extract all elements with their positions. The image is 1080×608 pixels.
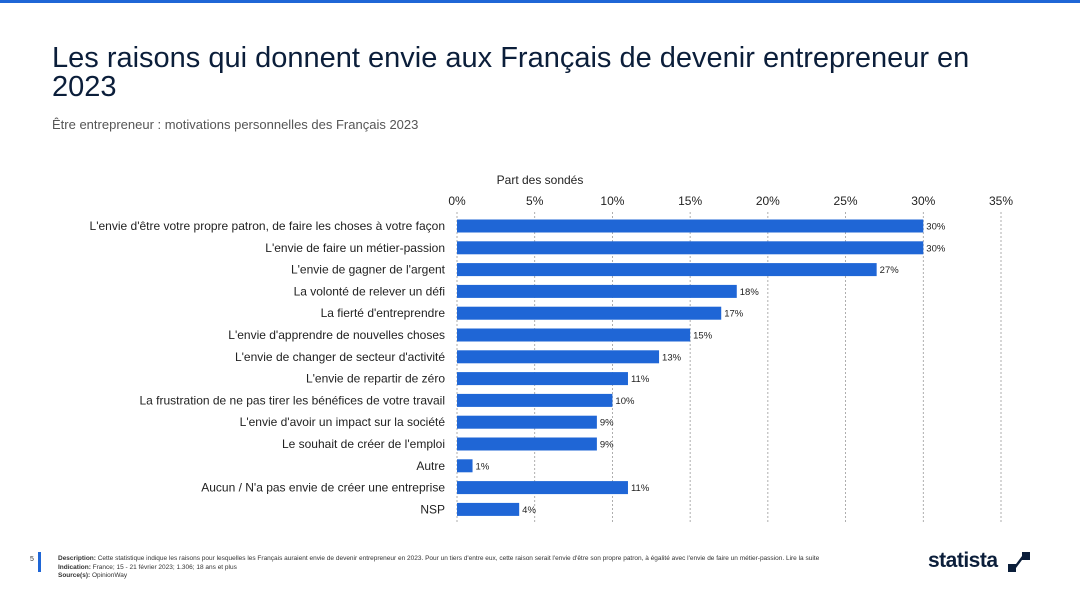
x-tick-label: 25% (834, 194, 858, 208)
statista-logo-icon (1008, 552, 1030, 572)
footer-notes: Description: Cette statistique indique l… (58, 555, 898, 581)
category-label: La fierté d'entreprendre (321, 306, 446, 320)
category-label: La frustration de ne pas tirer les bénéf… (140, 393, 446, 407)
source-label: Source(s): (58, 572, 91, 579)
bar (457, 241, 924, 255)
bar (457, 437, 597, 451)
value-label: 18% (740, 287, 760, 298)
bar (457, 415, 597, 429)
value-label: 15% (693, 331, 713, 342)
category-label: Le souhait de créer de l'emploi (282, 437, 445, 451)
description-text: Cette statistique indique les raisons po… (97, 555, 820, 562)
bar (457, 393, 613, 407)
x-tick-label: 0% (448, 194, 466, 208)
x-tick-label: 10% (600, 194, 624, 208)
value-label: 9% (600, 440, 614, 451)
category-label: L'envie de faire un métier-passion (265, 241, 445, 255)
x-tick-label: 5% (526, 194, 544, 208)
bar (457, 328, 691, 342)
category-label: Aucun / N'a pas envie de créer une entre… (201, 481, 445, 495)
category-label: L'envie d'apprendre de nouvelles choses (228, 328, 445, 342)
x-tick-label: 15% (678, 194, 702, 208)
value-label: 4% (522, 505, 536, 516)
x-tick-label: 20% (756, 194, 780, 208)
page-title: Les raisons qui donnent envie aux França… (52, 42, 970, 103)
bar (457, 459, 473, 473)
category-label: L'envie d'être votre propre patron, de f… (90, 219, 445, 233)
bar (457, 372, 628, 386)
source-text: OpinionWay (91, 572, 128, 579)
bar (457, 350, 660, 364)
indication-label: Indication: (58, 563, 91, 571)
bar (457, 263, 877, 277)
value-label: 13% (662, 352, 682, 363)
page-subtitle: Être entrepreneur : motivations personne… (52, 117, 419, 132)
description-label: Description: (58, 555, 96, 562)
page-number: 5 (30, 556, 34, 563)
value-label: 30% (926, 222, 946, 233)
category-label: L'envie de gagner de l'argent (291, 263, 446, 277)
bar (457, 284, 737, 298)
footer-description: Description: Cette statistique indique l… (58, 555, 898, 564)
value-label: 27% (880, 265, 900, 276)
bar-chart: Part des sondés 0% 5% 10% 15% 20% 25% 30% 35% L'e… (90, 173, 1013, 522)
top-accent-bar (0, 0, 1080, 3)
category-label: Autre (416, 459, 445, 473)
value-label: 1% (476, 461, 490, 472)
indication-text: France; 15 - 21 février 2023; 1.306; 18 … (92, 563, 237, 571)
category-label: L'envie de repartir de zéro (306, 372, 445, 386)
value-label: 9% (600, 418, 614, 429)
bar (457, 502, 520, 516)
bar (457, 219, 924, 233)
value-label: 10% (615, 396, 635, 407)
bar (457, 306, 722, 320)
category-label: L'envie d'avoir un impact sur la société (240, 415, 446, 429)
value-label: 11% (631, 483, 650, 494)
x-tick-label: 30% (911, 194, 935, 208)
footer-source: Source(s): OpinionWay (58, 572, 898, 581)
category-label: La volonté de relever un défi (294, 284, 445, 298)
footer-indication: Indication: France; 15 - 21 février 2023… (58, 564, 898, 573)
category-label: NSP (420, 502, 445, 516)
footer-accent-mark (38, 552, 41, 572)
statista-logo-text: statista (928, 549, 998, 572)
x-tick-label: 35% (989, 194, 1013, 208)
x-axis-label: Part des sondés (497, 173, 584, 187)
value-label: 30% (926, 243, 946, 254)
value-label: 17% (724, 309, 744, 320)
value-label: 11% (631, 374, 650, 385)
bar (457, 481, 628, 495)
category-label: L'envie de changer de secteur d'activité (235, 350, 445, 364)
